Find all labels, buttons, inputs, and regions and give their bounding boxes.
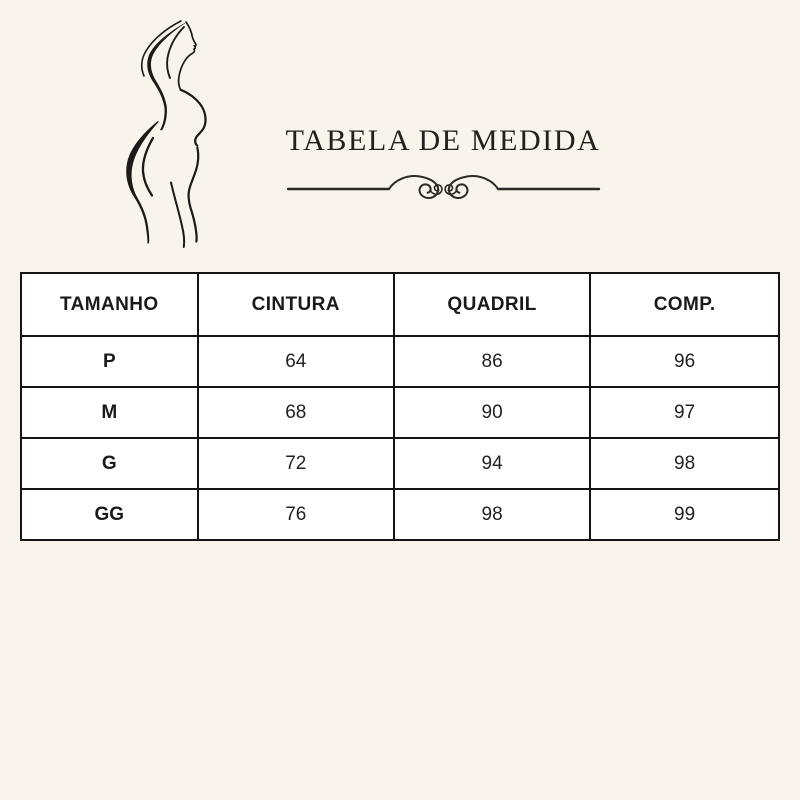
table-row-g: G 72 94 98 (20, 437, 780, 490)
quadril-value: 98 (392, 488, 592, 541)
cintura-value: 72 (196, 437, 395, 490)
lower-back-stroke (141, 136, 155, 197)
quadril-value: 94 (392, 437, 592, 490)
table-row-m: M 68 90 97 (20, 386, 780, 439)
table-row-p: P 64 86 96 (20, 335, 780, 388)
ornamental-divider-icon (286, 175, 600, 199)
column-header-cintura: CINTURA (196, 272, 395, 337)
table-header-row: TAMANHO CINTURA QUADRIL COMP. (20, 272, 780, 337)
cintura-value: 68 (196, 386, 395, 439)
size-label: GG (20, 488, 199, 541)
table-row-gg: GG 76 98 99 (20, 488, 780, 541)
size-label: G (20, 437, 199, 490)
back-curve-stroke (126, 121, 159, 244)
divider-right-swirl (447, 175, 499, 199)
comp-value: 99 (589, 488, 780, 541)
cintura-value: 76 (196, 488, 395, 541)
column-header-tamanho: TAMANHO (20, 272, 199, 337)
belly-stroke (187, 146, 200, 243)
face-profile-stroke (177, 21, 197, 91)
title-block: TABELA DE MEDIDA (270, 124, 616, 208)
comp-value: 98 (589, 437, 780, 490)
divider-left-swirl (387, 175, 439, 199)
size-chart-table: TAMANHO CINTURA QUADRIL COMP. P 64 86 96… (20, 272, 780, 541)
hair-outer-stroke (140, 20, 182, 77)
quadril-value: 90 (392, 386, 592, 439)
comp-value: 96 (589, 335, 780, 388)
inner-thigh-stroke (170, 181, 186, 248)
hair-main-stroke (147, 23, 186, 131)
cintura-value: 64 (196, 335, 395, 388)
column-header-quadril: QUADRIL (392, 272, 592, 337)
column-header-comp: COMP. (589, 272, 780, 337)
hair-inner-stroke (166, 26, 185, 79)
size-label: M (20, 386, 199, 439)
chest-stroke (179, 88, 207, 147)
divider-center-left-curl (429, 184, 443, 196)
page-title: TABELA DE MEDIDA (285, 124, 601, 157)
quadril-value: 86 (392, 335, 592, 388)
comp-value: 97 (589, 386, 780, 439)
size-label: P (20, 335, 199, 388)
divider-center-right-curl (443, 184, 457, 196)
woman-silhouette-icon (126, 20, 207, 248)
